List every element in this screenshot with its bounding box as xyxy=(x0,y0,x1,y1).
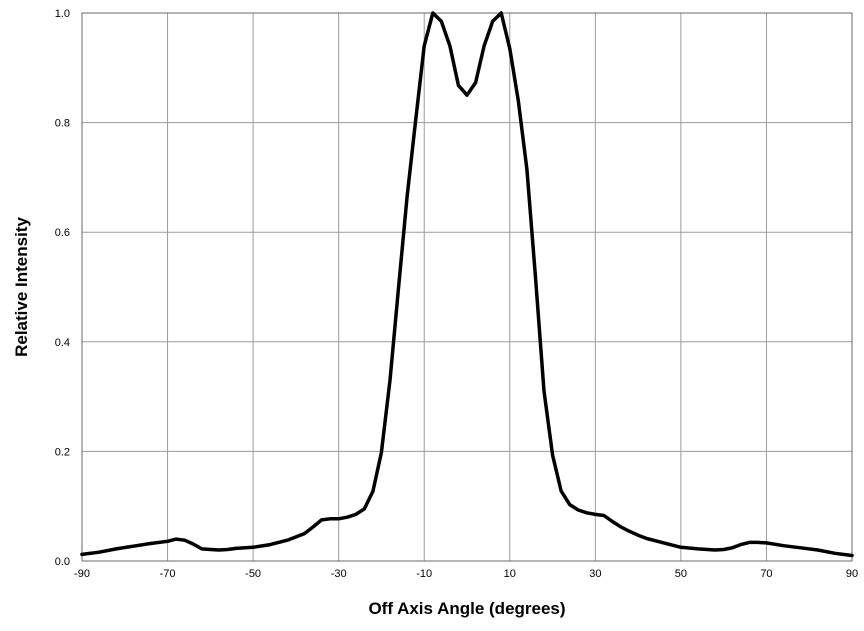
x-axis-ticks: -90 -70 -50 -30 -10 10 30 50 70 90 xyxy=(74,568,858,580)
y-tick-label: 0.4 xyxy=(55,337,70,349)
y-tick-label: 0.0 xyxy=(55,556,70,568)
y-axis-title: Relative Intensity xyxy=(12,217,31,357)
x-tick-label: 30 xyxy=(589,568,601,580)
series-line-relative-intensity xyxy=(80,11,854,558)
x-tick-label: -10 xyxy=(416,568,432,580)
x-tick-label: -50 xyxy=(245,568,261,580)
y-axis-ticks: 0.0 0.2 0.4 0.6 0.8 1.0 xyxy=(55,8,70,568)
x-tick-label: 70 xyxy=(760,568,772,580)
plot-area-frame xyxy=(81,12,853,562)
x-axis-title: Off Axis Angle (degrees) xyxy=(368,599,565,618)
y-tick-label: 0.8 xyxy=(55,118,70,130)
x-tick-label: -90 xyxy=(74,568,90,580)
x-tick-label: 90 xyxy=(846,568,858,580)
y-tick-label: 0.6 xyxy=(55,227,70,239)
y-tick-label: 0.2 xyxy=(55,446,70,458)
x-tick-label: 50 xyxy=(675,568,687,580)
x-tick-label: -30 xyxy=(331,568,347,580)
x-tick-label: -70 xyxy=(160,568,176,580)
x-tick-label: 10 xyxy=(504,568,516,580)
y-tick-label: 1.0 xyxy=(55,8,70,20)
